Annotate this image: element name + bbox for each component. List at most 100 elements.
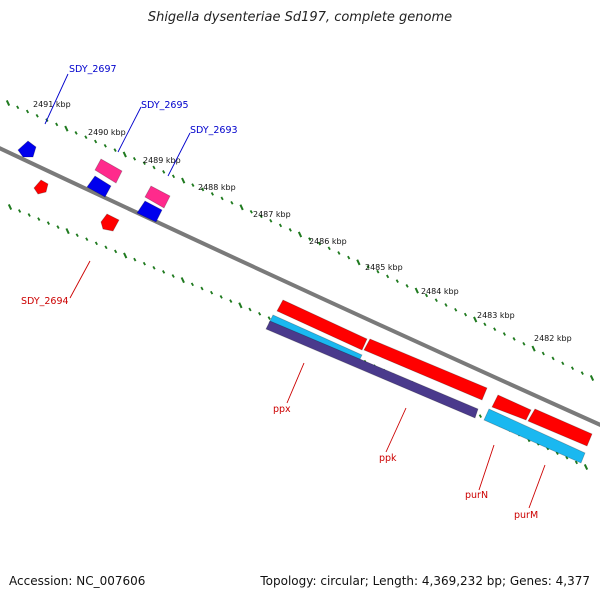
minor-tick — [395, 279, 399, 283]
gene-arrow-icon[interactable] — [86, 175, 112, 198]
gene-arrow-icon[interactable] — [94, 158, 123, 184]
minor-tick — [327, 246, 331, 251]
minor-tick — [337, 251, 341, 255]
major-tick — [7, 203, 13, 211]
minor-tick — [171, 174, 176, 179]
minor-tick — [219, 295, 223, 299]
minor-tick — [132, 156, 137, 161]
scale-label: 2489 kbp — [143, 156, 181, 165]
gene-label[interactable]: SDY_2694 — [21, 296, 69, 307]
scale-label: 2491 kbp — [33, 100, 71, 109]
minor-tick — [201, 187, 205, 192]
minor-tick — [25, 109, 30, 114]
scale-label: 2488 kbp — [198, 183, 236, 192]
major-tick — [123, 252, 128, 259]
minor-tick — [267, 316, 271, 320]
minor-tick — [347, 255, 351, 260]
gene-features — [17, 140, 593, 464]
minor-tick — [46, 221, 50, 225]
minor-tick — [162, 170, 166, 174]
minor-tick — [376, 269, 380, 274]
minor-tick — [434, 298, 438, 303]
minor-tick — [104, 245, 108, 250]
gene-arrow-icon[interactable] — [265, 320, 479, 419]
scale-label: 2483 kbp — [477, 311, 515, 320]
minor-tick — [190, 282, 194, 287]
major-tick — [180, 277, 185, 284]
map-title: Shigella dysenteriae Sd197, complete gen… — [147, 10, 453, 25]
major-tick — [5, 99, 11, 107]
minor-tick — [220, 196, 224, 201]
minor-tick — [94, 139, 98, 144]
gene-arrow-icon[interactable] — [483, 408, 586, 464]
minor-tick — [133, 257, 137, 262]
gene-label[interactable]: ppk — [379, 453, 397, 464]
minor-tick — [522, 341, 526, 346]
gene-label[interactable]: SDY_2695 — [141, 100, 189, 111]
gene-label[interactable]: ppx — [273, 404, 291, 415]
minor-tick — [405, 284, 409, 288]
gene-arrow-icon[interactable] — [136, 200, 163, 223]
minor-tick — [37, 217, 41, 221]
minor-tick — [478, 414, 482, 418]
topology-text: Topology: circular; Length: 4,369,232 bp… — [260, 574, 590, 588]
minor-tick — [512, 337, 516, 341]
minor-tick — [278, 223, 283, 228]
scale-label: 2487 kbp — [253, 210, 291, 219]
minor-tick — [113, 148, 117, 152]
minor-tick — [493, 327, 497, 332]
scale-label: 2484 kbp — [421, 287, 459, 296]
gene-arrow-icon[interactable] — [276, 299, 368, 351]
minor-tick — [142, 161, 146, 166]
scale-label: 2482 kbp — [534, 334, 572, 343]
minor-tick — [541, 351, 545, 356]
major-tick — [589, 374, 595, 382]
major-tick — [356, 259, 361, 266]
major-tick — [238, 302, 243, 309]
major-tick — [181, 177, 186, 184]
minor-tick — [191, 183, 195, 187]
minor-tick — [317, 241, 322, 246]
minor-tick — [366, 265, 370, 269]
gene-label[interactable]: SDY_2693 — [190, 125, 238, 136]
minor-tick — [424, 293, 429, 298]
scale-label: 2486 kbp — [309, 237, 347, 246]
gene-label[interactable]: purN — [465, 490, 488, 501]
genome-backbone — [0, 146, 600, 427]
minor-tick — [249, 209, 253, 214]
major-tick — [239, 204, 244, 211]
major-tick — [583, 463, 589, 471]
gene-arrow-icon[interactable] — [527, 408, 593, 447]
gene-arrow-icon[interactable] — [363, 338, 488, 401]
gene-arrow-icon[interactable] — [33, 179, 49, 195]
minor-tick — [551, 356, 555, 361]
minor-tick — [210, 192, 214, 196]
major-tick — [531, 345, 536, 352]
gene-arrow-icon[interactable] — [491, 394, 532, 421]
major-tick — [65, 228, 70, 235]
minor-tick — [580, 371, 584, 375]
label-leader-lines — [44, 73, 546, 509]
minor-tick — [152, 265, 156, 270]
minor-tick — [574, 460, 578, 465]
minor-tick — [114, 249, 118, 254]
minor-tick — [229, 299, 233, 303]
minor-tick — [561, 361, 565, 366]
gene-arrow-icon[interactable] — [100, 213, 120, 232]
minor-tick — [386, 274, 390, 279]
minor-tick — [200, 286, 204, 291]
minor-tick — [269, 218, 273, 223]
minor-tick — [16, 105, 20, 110]
minor-tick — [444, 303, 448, 307]
minor-tick — [454, 307, 458, 312]
minor-tick — [18, 209, 22, 213]
scale-label: 2485 kbp — [365, 263, 403, 272]
gene-label[interactable]: SDY_2697 — [69, 64, 117, 75]
minor-tick — [308, 237, 312, 241]
outer-scale-ticks — [5, 99, 595, 382]
gene-arrow-icon[interactable] — [144, 185, 171, 209]
gene-arrow-icon[interactable] — [17, 140, 37, 158]
gene-label[interactable]: purM — [514, 510, 538, 521]
minor-tick — [230, 200, 234, 205]
minor-tick — [103, 143, 107, 148]
